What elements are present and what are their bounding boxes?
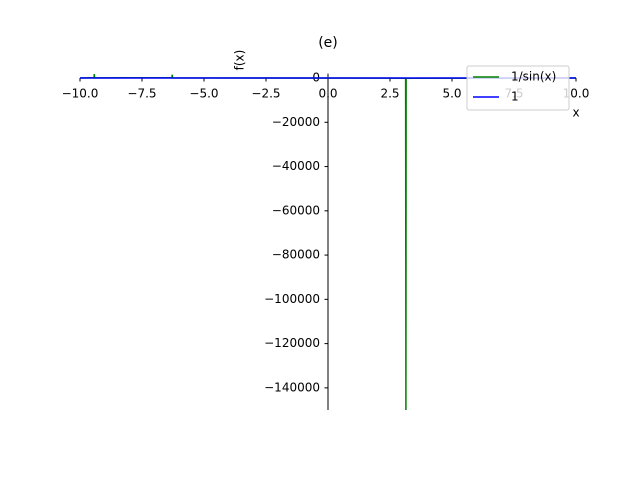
y-tick-label: −140000 xyxy=(264,380,320,394)
legend-label: 1/sin(x) xyxy=(511,70,556,84)
y-tick-label: −60000 xyxy=(272,203,320,217)
x-tick-label: 2.5 xyxy=(380,87,399,101)
x-tick-label: −10.0 xyxy=(62,87,99,101)
chart-title: (e) xyxy=(318,35,338,51)
y-axis-label: f(x) xyxy=(233,50,247,71)
x-tick-label: −5.0 xyxy=(189,87,218,101)
y-tick-label: −40000 xyxy=(272,159,320,173)
legend: 1/sin(x) 1 xyxy=(466,65,570,111)
y-tick-label: −80000 xyxy=(272,248,320,262)
y-tick-label: −20000 xyxy=(272,115,320,129)
x-tick-label: −7.5 xyxy=(127,87,156,101)
x-tick-label: 5.0 xyxy=(442,87,461,101)
x-tick-label: 0.0 xyxy=(318,87,337,101)
x-axis-label: x xyxy=(572,106,579,120)
x-tick-label: −2.5 xyxy=(251,87,280,101)
series-line xyxy=(79,73,577,411)
y-tick-label: −120000 xyxy=(264,336,320,350)
legend-label: 1 xyxy=(511,90,519,104)
y-tick-label: −100000 xyxy=(264,292,320,306)
